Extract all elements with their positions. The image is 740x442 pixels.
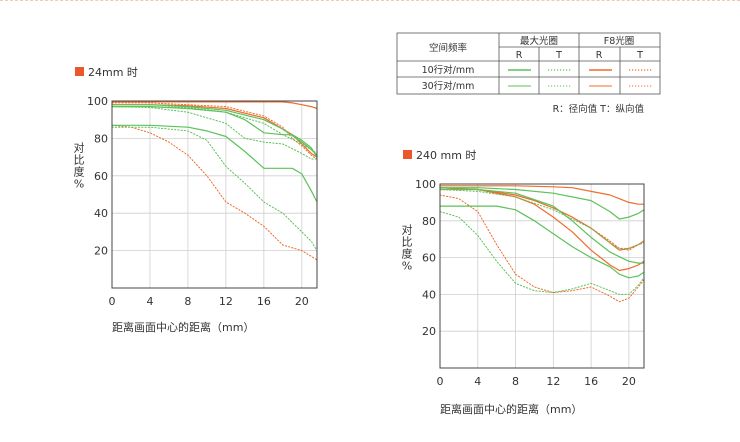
- series-orange-solid-0: [111, 101, 318, 110]
- x-tick-label: 20: [622, 375, 636, 388]
- series-green-solid-8: [111, 105, 318, 158]
- y-label-char: 对: [402, 223, 413, 237]
- chart-2-x-label: 距离画面中心的距离（mm）: [440, 402, 582, 416]
- legend-frame: [396, 32, 661, 95]
- x-tick-label: 4: [146, 295, 153, 308]
- x-tick-label: 12: [219, 295, 233, 308]
- series-orange-dotted-3: [111, 124, 318, 261]
- series-orange-solid-0: [439, 185, 645, 205]
- x-tick-label: 0: [437, 375, 444, 388]
- chart-2-y-label: 对比度%: [402, 223, 413, 273]
- chart-2-series: [439, 185, 645, 303]
- chart-1-x-ticks: 0 4 8 12 16 20: [109, 295, 309, 308]
- x-tick-label: 8: [184, 295, 191, 308]
- legend-table: [396, 32, 661, 95]
- legend-r-f8: R: [596, 50, 603, 61]
- x-tick-label: 20: [295, 295, 309, 308]
- y-label-char: 度: [402, 247, 413, 261]
- y-tick-label: 100: [415, 178, 436, 191]
- y-tick-label: 40: [422, 288, 436, 301]
- y-tick-label: 20: [422, 325, 436, 338]
- y-label-char: %: [74, 177, 84, 190]
- x-tick-label: 0: [109, 295, 116, 308]
- legend-text: 空间频率 最大光圈 F8光圈 R T R T 10行对/mm 30行对/mm R…: [422, 35, 645, 115]
- chart-2-y-ticks: 20 40 60 80 100: [415, 178, 436, 338]
- legend-row-10: 10行对/mm: [422, 64, 475, 76]
- series-orange-solid-2: [439, 187, 645, 251]
- y-label-char: 比: [402, 236, 413, 249]
- series-green-solid-4: [111, 104, 318, 156]
- series-green-dotted-6: [439, 189, 645, 249]
- y-tick-label: 40: [94, 207, 108, 220]
- y-label-char: %: [402, 260, 412, 273]
- series-orange-dotted-1: [439, 187, 645, 251]
- legend-swatches: [508, 69, 652, 87]
- x-tick-label: 16: [584, 375, 598, 388]
- legend-t-max: T: [555, 50, 562, 61]
- chart-1-grid: [111, 100, 317, 288]
- series-green-dotted-5: [111, 106, 318, 154]
- legend-row-30: 30行对/mm: [422, 80, 475, 92]
- y-tick-label: 20: [94, 245, 108, 258]
- chart-1-y-label: 对比度%: [74, 140, 85, 190]
- chart-1-y-ticks: 20 40 60 80 100: [87, 95, 108, 258]
- chart-2: 240 mm 时 20 40 60 80 100 0 4 8 12 16 20 对比度% 距离画面…: [402, 149, 645, 416]
- series-orange-dotted-1: [111, 102, 318, 160]
- x-tick-label: 12: [546, 375, 560, 388]
- series-orange-dotted-4: [439, 194, 645, 303]
- chart-2-title: 240 mm 时: [416, 149, 476, 162]
- chart-2-title-marker: [403, 150, 412, 159]
- series-green-dotted-9: [111, 106, 318, 160]
- series-green-dotted-8: [439, 211, 645, 295]
- chart-1-title: 24mm 时: [88, 66, 138, 79]
- y-tick-label: 60: [422, 252, 436, 265]
- legend-header-max: 最大光圈: [520, 35, 558, 47]
- y-tick-label: 60: [94, 170, 108, 183]
- y-label-char: 度: [74, 164, 85, 178]
- x-tick-label: 8: [512, 375, 519, 388]
- top-divider: [0, 0, 740, 2]
- chart-1-series: [111, 101, 318, 261]
- y-tick-label: 100: [87, 95, 108, 108]
- chart-1: 24mm 时 20 40 60 80 100 0 4 8 12 16 20 对比度% 距离画面中心…: [74, 66, 318, 334]
- x-tick-label: 16: [257, 295, 271, 308]
- chart-2-frame: [439, 183, 645, 369]
- y-label-char: 对: [74, 140, 85, 154]
- legend-t-f8: T: [636, 50, 643, 61]
- chart-2-x-ticks: 0 4 8 12 16 20: [437, 375, 636, 388]
- series-green-solid-5: [439, 187, 645, 220]
- series-green-solid-9: [439, 188, 645, 264]
- y-label-char: 比: [74, 153, 85, 166]
- series-green-solid-7: [439, 205, 645, 279]
- y-tick-label: 80: [94, 132, 108, 145]
- legend-note: R：径向值 T：纵向值: [553, 103, 645, 115]
- series-green-dotted-7: [111, 126, 318, 252]
- legend-header-f8: F8光圈: [604, 35, 635, 47]
- chart-1-x-label: 距离画面中心的距离（mm）: [112, 320, 254, 334]
- chart-2-grid: [439, 183, 644, 368]
- y-tick-label: 80: [422, 215, 436, 228]
- series-green-solid-6: [111, 124, 318, 203]
- legend-r-max: R: [516, 50, 523, 61]
- legend-header-spatial: 空间频率: [429, 42, 468, 54]
- chart-1-title-marker: [75, 67, 84, 76]
- chart-1-frame: [111, 100, 318, 289]
- x-tick-label: 4: [474, 375, 481, 388]
